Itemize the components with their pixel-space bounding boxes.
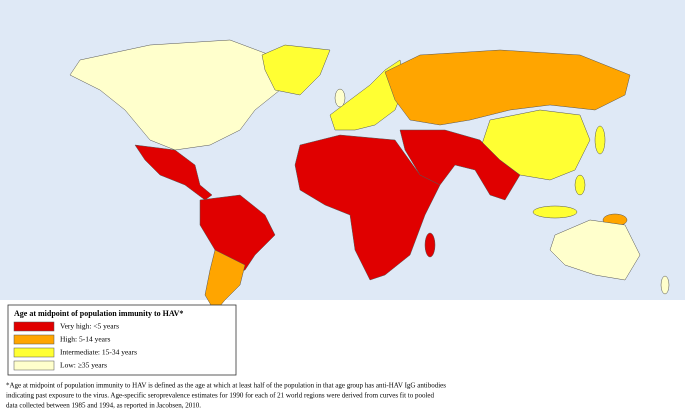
legend-swatch bbox=[13, 360, 55, 371]
legend-label: High: 5-14 years bbox=[60, 335, 110, 344]
footnote-line: *Age at midpoint of population immunity … bbox=[6, 382, 446, 390]
world-map bbox=[69, 39, 670, 313]
russia bbox=[384, 49, 631, 126]
madagascar bbox=[424, 232, 436, 258]
legend-swatch bbox=[13, 321, 55, 332]
legend-label: Very high: <5 years bbox=[60, 322, 119, 331]
new-zealand bbox=[660, 275, 670, 295]
legend-label: Low: ≥35 years bbox=[60, 361, 107, 370]
africa bbox=[294, 134, 441, 281]
legend-swatch bbox=[13, 334, 55, 345]
legend-items: Very high: <5 years High: 5-14 years Inter… bbox=[13, 321, 137, 371]
legend-label: Intermediate: 15-34 years bbox=[60, 348, 137, 357]
japan bbox=[594, 125, 606, 155]
uk bbox=[334, 88, 346, 108]
central-america bbox=[134, 144, 213, 201]
footnote: *Age at midpoint of population immunity … bbox=[6, 382, 446, 410]
footnote-line: indicating past exposure to the virus. A… bbox=[6, 392, 435, 400]
north-america bbox=[69, 39, 281, 151]
legend-swatch bbox=[13, 347, 55, 358]
greenland bbox=[261, 44, 331, 96]
philippines bbox=[574, 174, 586, 196]
indonesia bbox=[532, 205, 578, 219]
legend-title: Age at midpoint of population immunity t… bbox=[14, 309, 183, 318]
footnote-line: data collected between 1985 and 1994, as… bbox=[6, 402, 201, 410]
australia bbox=[549, 219, 641, 281]
